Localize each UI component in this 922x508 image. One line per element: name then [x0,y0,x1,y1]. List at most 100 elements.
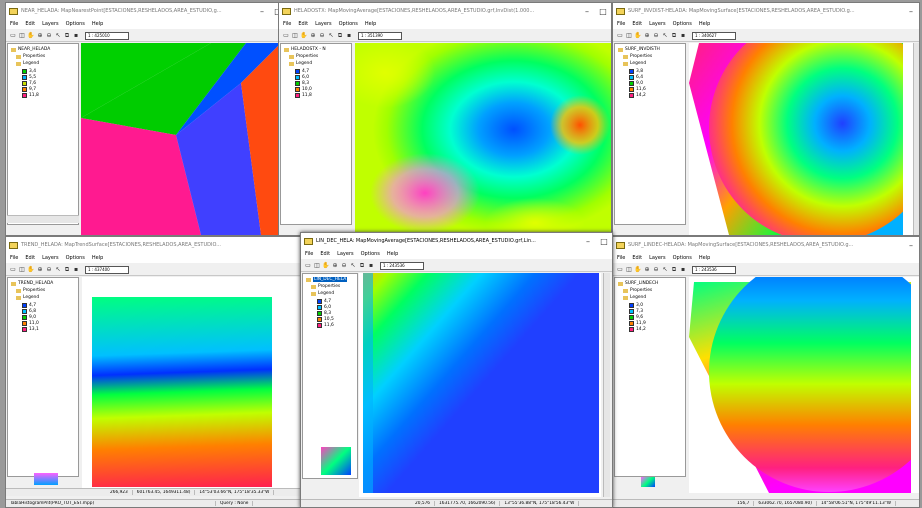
map-view[interactable] [82,277,302,493]
scale-field[interactable]: 1 : 425010 [85,31,129,40]
menu-edit[interactable]: Edit [298,21,309,27]
legend-node[interactable]: Legend [623,295,646,300]
properties-node[interactable]: Properties [289,54,318,59]
zoom-in-icon[interactable]: ⊕ [332,261,338,269]
pan-icon[interactable]: ✋ [322,261,330,269]
title-bar[interactable]: TREND_HELADA: MapTrendSurface[ESTACIONES… [6,237,304,253]
layers-icon[interactable]: ◫ [626,265,632,273]
map-view[interactable] [689,43,913,235]
window-surf-lindec[interactable]: SURF_LINDEC-HELADA: MapMovingSurface[EST… [612,236,920,508]
menu-edit[interactable]: Edit [25,21,36,27]
menu-edit[interactable]: Edit [320,251,331,257]
save-icon[interactable]: ▪ [680,265,686,273]
menu-edit[interactable]: Edit [632,255,643,261]
overview-thumbnail[interactable] [34,473,58,485]
properties-node[interactable]: Properties [623,288,652,293]
menu-options[interactable]: Options [65,21,85,27]
vertical-scrollbar[interactable] [913,43,919,235]
layer-node[interactable]: NEAR_HELADA [11,47,50,52]
scale-field[interactable]: 1 : 243536 [380,261,424,270]
zoom-out-icon[interactable]: ⊖ [653,31,659,39]
properties-node[interactable]: Properties [623,54,652,59]
title-bar[interactable]: NEAR_HELADA: MapNearestPoint[ESTACIONES,… [6,3,286,19]
minimize-button[interactable]: – [586,236,590,246]
pointer-icon[interactable]: ↖ [662,265,668,273]
menu-help[interactable]: Help [386,251,399,257]
zoom-in-icon[interactable]: ⊕ [644,265,650,273]
menu-file[interactable]: File [305,251,314,257]
pointer-icon[interactable]: ↖ [328,31,334,39]
pointer-icon[interactable]: ↖ [662,31,668,39]
minimize-button[interactable]: – [585,6,589,16]
map-view[interactable] [81,43,286,235]
copy-icon[interactable]: ⧉ [359,261,365,269]
pointer-icon[interactable]: ↖ [350,261,356,269]
zoom-out-icon[interactable]: ⊖ [341,261,347,269]
zoom-in-icon[interactable]: ⊕ [37,265,43,273]
maximize-button[interactable]: □ [600,236,608,246]
layer-node[interactable]: SURF_INVDISTH [618,47,660,52]
entire-map-icon[interactable]: ▭ [305,261,311,269]
legend-node[interactable]: Legend [311,291,334,296]
save-icon[interactable]: ▪ [346,31,352,39]
title-bar[interactable]: HELADOSTX: MapMovingAverage[ESTACIONES,R… [279,3,611,19]
menu-layers[interactable]: Layers [337,251,354,257]
menu-options[interactable]: Options [672,255,692,261]
legend-node[interactable]: Legend [16,61,39,66]
scale-field[interactable]: 1 : 243536 [692,265,736,274]
menu-options[interactable]: Options [65,255,85,261]
window-lin-dec-hela[interactable]: LIN_DEC_HELA: MapMovingAverage[ESTACIONE… [300,232,613,508]
layers-icon[interactable]: ◫ [626,31,632,39]
minimize-button[interactable]: – [909,240,913,250]
maximize-button[interactable]: □ [599,6,607,16]
tree-scrollbar[interactable] [7,215,79,223]
pan-icon[interactable]: ✋ [27,31,35,39]
layers-icon[interactable]: ◫ [292,31,298,39]
menu-layers[interactable]: Layers [42,21,59,27]
scale-field[interactable]: 1 : 351390 [358,31,402,40]
scale-field[interactable]: 1 : 437400 [85,265,129,274]
layer-node[interactable]: HELADOSTX - N [284,47,326,52]
menu-edit[interactable]: Edit [25,255,36,261]
map-view[interactable] [359,273,601,497]
properties-node[interactable]: Properties [311,284,340,289]
entire-map-icon[interactable]: ▭ [283,31,289,39]
entire-map-icon[interactable]: ▭ [617,265,623,273]
zoom-out-icon[interactable]: ⊖ [653,265,659,273]
menu-layers[interactable]: Layers [42,255,59,261]
map-view[interactable] [689,277,919,493]
minimize-button[interactable]: – [909,6,913,16]
layer-node[interactable]: TREND_HELADA [11,281,53,286]
pan-icon[interactable]: ✋ [634,31,642,39]
pan-icon[interactable]: ✋ [300,31,308,39]
pointer-icon[interactable]: ↖ [55,265,61,273]
pan-icon[interactable]: ✋ [27,265,35,273]
window-surf-invdist[interactable]: SURF_INVDIST-HELADA: MapMovingSurface[ES… [612,2,920,236]
menu-file[interactable]: File [10,21,19,27]
copy-icon[interactable]: ⧉ [337,31,343,39]
menu-file[interactable]: File [10,255,19,261]
title-bar[interactable]: SURF_LINDEC-HELADA: MapMovingSurface[EST… [613,237,919,253]
save-icon[interactable]: ▪ [73,31,79,39]
zoom-out-icon[interactable]: ⊖ [46,265,52,273]
menu-file[interactable]: File [617,21,626,27]
pan-icon[interactable]: ✋ [634,265,642,273]
copy-icon[interactable]: ⧉ [64,265,70,273]
menu-options[interactable]: Options [360,251,380,257]
menu-options[interactable]: Options [338,21,358,27]
legend-node[interactable]: Legend [289,61,312,66]
zoom-out-icon[interactable]: ⊖ [319,31,325,39]
overview-thumbnail[interactable] [641,477,655,487]
menu-help[interactable]: Help [91,21,104,27]
copy-icon[interactable]: ⧉ [671,265,677,273]
zoom-out-icon[interactable]: ⊖ [46,31,52,39]
window-near-helada[interactable]: NEAR_HELADA: MapNearestPoint[ESTACIONES,… [5,2,287,236]
legend-node[interactable]: Legend [623,61,646,66]
layers-icon[interactable]: ◫ [19,31,25,39]
menu-help[interactable]: Help [364,21,377,27]
zoom-in-icon[interactable]: ⊕ [37,31,43,39]
menu-help[interactable]: Help [698,255,711,261]
map-view[interactable] [355,43,611,235]
entire-map-icon[interactable]: ▭ [10,31,16,39]
window-heladostx[interactable]: HELADOSTX: MapMovingAverage[ESTACIONES,R… [278,2,612,236]
